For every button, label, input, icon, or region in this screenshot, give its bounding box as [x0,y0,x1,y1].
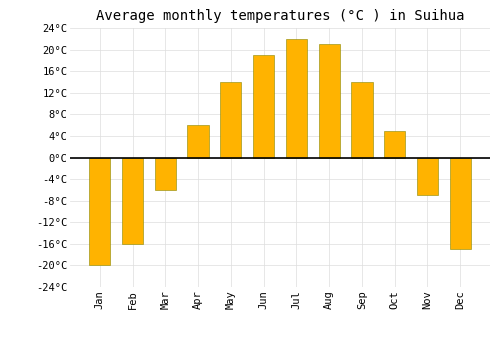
Bar [450,158,471,249]
Bar [352,82,372,158]
Bar [417,158,438,195]
Bar [253,55,274,158]
Bar [384,131,406,158]
Title: Average monthly temperatures (°C ) in Suihua: Average monthly temperatures (°C ) in Su… [96,9,464,23]
Bar [318,44,340,158]
Bar [154,158,176,190]
Bar [220,82,242,158]
Bar [89,158,110,265]
Bar [122,158,143,244]
Bar [188,125,208,158]
Bar [286,39,307,158]
